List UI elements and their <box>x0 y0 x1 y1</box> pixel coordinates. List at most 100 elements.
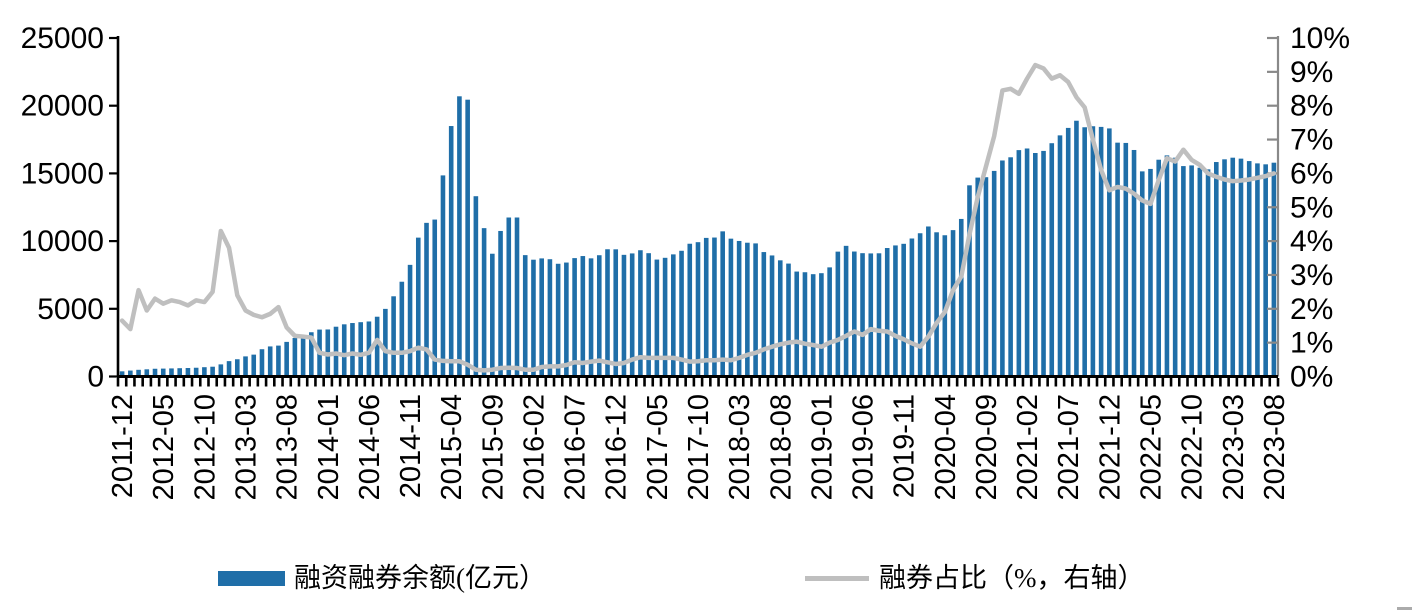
bar <box>136 369 141 377</box>
legend-line-swatch-icon <box>805 575 869 581</box>
bar <box>1148 168 1153 377</box>
x-axis-label: 2017-10 <box>683 394 715 500</box>
bar <box>424 222 429 377</box>
bar <box>1238 158 1244 377</box>
bar <box>580 256 586 377</box>
bar <box>629 253 635 377</box>
x-axis-label: 2015-09 <box>477 394 509 500</box>
bar <box>646 253 651 377</box>
x-axis-label: 2014-01 <box>313 394 345 500</box>
bar <box>810 274 816 377</box>
bar <box>300 335 306 377</box>
bar <box>210 366 215 377</box>
right-axis-label: 5% <box>1290 191 1333 224</box>
bar <box>1214 162 1219 377</box>
ratio-line-series <box>119 62 1277 373</box>
x-axis-label: 2015-04 <box>436 394 468 500</box>
bar <box>654 259 660 377</box>
bar <box>638 250 643 377</box>
x-axis-label: 2022-10 <box>1177 394 1209 500</box>
bar <box>1000 160 1005 377</box>
x-axis-label: 2021-02 <box>1012 394 1044 500</box>
x-axis-label: 2014-11 <box>395 394 427 498</box>
bar <box>596 255 602 377</box>
bar <box>341 324 347 377</box>
bar <box>465 99 470 377</box>
bar <box>1189 165 1194 377</box>
bar <box>440 175 446 377</box>
x-axis-label: 2016-07 <box>560 394 592 500</box>
bar <box>415 237 421 377</box>
bar <box>588 258 594 377</box>
left-axis-label: 5000 <box>37 293 104 326</box>
left-axis-label: 10000 <box>21 225 104 258</box>
bar <box>917 233 923 377</box>
x-axis-label: 2020-04 <box>930 394 962 500</box>
bar <box>1049 143 1055 377</box>
bar <box>259 349 265 377</box>
bar <box>531 259 536 377</box>
bar <box>234 359 240 377</box>
bar <box>572 258 577 377</box>
bar <box>662 257 668 377</box>
bar <box>753 243 758 377</box>
x-axis-label: 2018-03 <box>724 394 756 500</box>
legend-bar-label: 融资融券余额(亿元） <box>294 563 546 593</box>
bar <box>695 242 701 377</box>
bar <box>399 281 405 377</box>
bar <box>1271 162 1277 377</box>
bar <box>251 354 257 377</box>
x-axis-label: 2012-10 <box>189 394 221 500</box>
x-axis-label: 2016-12 <box>601 394 633 500</box>
bar <box>934 232 939 377</box>
right-axis-label: 8% <box>1290 90 1333 123</box>
bar <box>1156 159 1162 377</box>
legend-bar-swatch-icon <box>218 570 285 586</box>
bar <box>1115 142 1120 377</box>
bar <box>991 170 997 377</box>
bar <box>506 217 512 377</box>
bars-series <box>119 96 1277 377</box>
right-axis-label: 6% <box>1290 157 1333 190</box>
bar <box>432 219 438 377</box>
bar <box>1139 171 1145 377</box>
bar <box>226 361 232 377</box>
x-axis-label: 2022-05 <box>1135 394 1167 500</box>
bar <box>202 367 207 377</box>
x-axis-label: 2019-01 <box>806 394 838 500</box>
bar <box>383 308 388 377</box>
bar <box>160 368 166 377</box>
bar <box>860 253 865 377</box>
bar <box>712 237 717 377</box>
bar <box>728 238 734 377</box>
bar <box>448 126 454 377</box>
bar <box>177 368 182 377</box>
bar <box>481 228 487 377</box>
bar <box>843 245 849 377</box>
bar <box>350 323 355 377</box>
bar <box>128 370 133 377</box>
x-axis-label: 2023-08 <box>1259 394 1291 500</box>
bar <box>1131 149 1137 377</box>
bar <box>276 345 281 377</box>
bar <box>671 254 676 377</box>
bar <box>1090 126 1096 377</box>
bar <box>1107 128 1112 377</box>
bar <box>703 237 709 377</box>
bar <box>975 177 981 377</box>
bar <box>490 253 495 377</box>
bar <box>292 337 298 377</box>
x-axis-label: 2021-07 <box>1053 394 1085 500</box>
x-axis-label: 2016-02 <box>518 394 550 500</box>
bar <box>745 242 750 377</box>
bar <box>835 251 841 377</box>
bar <box>1065 127 1071 377</box>
right-axis-label: 4% <box>1290 225 1333 258</box>
bar <box>761 252 767 377</box>
right-axis-label: 9% <box>1290 56 1333 89</box>
right-axis: 0%1%2%3%4%5%6%7%8%9%10% <box>1267 22 1350 394</box>
legend-item-balance: 融资融券余额(亿元） <box>218 563 546 593</box>
bar <box>1074 120 1079 377</box>
bar <box>1246 161 1252 377</box>
